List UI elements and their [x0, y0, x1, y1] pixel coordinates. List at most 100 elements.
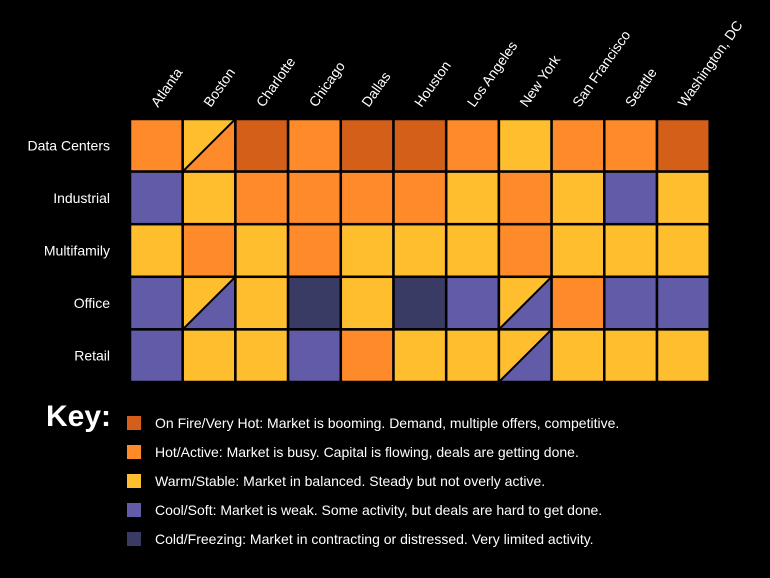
column-label-charlotte: Charlotte: [253, 54, 299, 110]
cell-diagonal: [498, 328, 553, 383]
column-label-los-angeles: Los Angeles: [464, 38, 521, 110]
cell-multifamily-san-francisco: [550, 222, 606, 279]
cell-fill: [235, 276, 289, 330]
cell-data-centers-new-york: [497, 117, 553, 173]
cell-fill: [288, 329, 341, 382]
legend-swatch: [127, 532, 141, 546]
cell-fill: [130, 171, 183, 225]
row-label-office: Office: [74, 295, 111, 311]
row-label-industrial: Industrial: [53, 190, 110, 206]
cell-industrial-washington-dc: [655, 170, 711, 226]
cell-multifamily-chicago: [286, 222, 343, 279]
legend-title: Key:: [46, 400, 112, 433]
cell-multifamily-boston: [181, 222, 237, 279]
cell-retail-seattle: [603, 328, 659, 384]
column-label-boston: Boston: [200, 65, 238, 110]
cell-industrial-houston: [392, 170, 448, 226]
cell-retail-chicago: [286, 328, 343, 384]
cell-multifamily-washington-dc: [655, 222, 711, 279]
cell-fill: [130, 276, 183, 330]
cell-fill: [498, 171, 552, 225]
cell-office-dallas: [339, 275, 395, 331]
column-label-houston: Houston: [411, 58, 454, 110]
cell-fill: [340, 224, 394, 277]
cell-fill: [604, 276, 657, 330]
cell-fill: [288, 171, 341, 225]
heatmap-chart: Atlanta Boston Charlotte Chicago Dallas Houst…: [28, 17, 746, 384]
cell-fill: [288, 224, 341, 277]
legend-item-hot: Hot/Active: Market is busy. Capital is f…: [127, 443, 579, 461]
cell-data-centers-washington-dc: [655, 117, 711, 173]
cell-fill: [446, 224, 499, 277]
row-labels: Data Centers Industrial Multifamily Office R…: [28, 137, 111, 363]
cell-industrial-atlanta: [128, 170, 184, 226]
cell-diagonal: [498, 276, 553, 331]
heatmap-cells: [128, 117, 711, 384]
cell-office-new-york: [497, 275, 553, 331]
cell-multifamily-atlanta: [128, 222, 184, 279]
cell-fill: [130, 119, 183, 172]
cell-fill: [340, 171, 394, 225]
cell-fill: [551, 224, 605, 277]
cell-data-centers-charlotte: [234, 117, 290, 173]
cell-fill: [446, 276, 499, 330]
cell-fill: [657, 329, 710, 382]
legend-label: Cold/Freezing: Market in contracting or …: [155, 531, 594, 547]
cell-fill: [551, 276, 605, 330]
cell-border: [655, 328, 711, 384]
cell-fill: [182, 171, 236, 225]
cell-fill: [130, 329, 183, 382]
cell-retail-charlotte: [234, 328, 290, 384]
legend-swatch: [127, 416, 141, 430]
cell-office-atlanta: [128, 275, 184, 331]
cell-industrial-los-angeles: [444, 170, 501, 226]
cell-retail-los-angeles: [444, 328, 501, 384]
legend-item-warm: Warm/Stable: Market in balanced. Steady …: [127, 472, 545, 490]
cell-fill: [235, 224, 289, 277]
cell-fill: [657, 171, 710, 225]
cell-data-centers-houston: [392, 117, 448, 173]
cell-fill: [498, 119, 552, 172]
cell-fill: [235, 329, 289, 382]
legend-item-on-fire: On Fire/Very Hot: Market is booming. Dem…: [127, 414, 619, 432]
legend-label: Warm/Stable: Market in balanced. Steady …: [155, 473, 546, 489]
cell-multifamily-charlotte: [234, 222, 290, 279]
cell-retail-new-york: [497, 328, 553, 384]
cell-fill: [288, 119, 341, 172]
column-label-washington-dc: Washington, DC: [674, 17, 745, 109]
cell-diagonal: [181, 276, 237, 331]
cell-fill: [446, 329, 499, 382]
cell-fill: [340, 329, 394, 382]
cell-data-centers-atlanta: [128, 117, 184, 173]
cell-fill: [393, 171, 447, 225]
cell-retail-atlanta: [128, 328, 184, 384]
cell-industrial-charlotte: [234, 170, 290, 226]
cell-fill: [393, 224, 447, 277]
legend-swatch: [127, 445, 141, 459]
cell-industrial-dallas: [339, 170, 395, 226]
cell-fill: [340, 276, 394, 330]
cell-multifamily-houston: [392, 222, 448, 279]
legend-label: Cool/Soft: Market is weak. Some activity…: [155, 502, 603, 518]
cell-fill: [604, 224, 657, 277]
cell-industrial-san-francisco: [550, 170, 606, 226]
cell-data-centers-san-francisco: [550, 117, 606, 173]
cell-industrial-chicago: [286, 170, 343, 226]
column-label-seattle: Seattle: [622, 65, 660, 110]
cell-data-centers-dallas: [339, 117, 395, 173]
cell-fill: [604, 329, 657, 382]
cell-retail-boston: [181, 328, 237, 384]
cell-fill: [393, 329, 447, 382]
cell-fill: [182, 329, 236, 382]
legend-item-cool: Cool/Soft: Market is weak. Some activity…: [127, 501, 602, 519]
cell-office-san-francisco: [550, 275, 606, 331]
cell-fill: [182, 224, 236, 277]
cell-fill: [340, 119, 394, 172]
cell-fill: [288, 276, 341, 330]
legend-swatch: [127, 503, 141, 517]
cell-fill: [393, 276, 447, 330]
column-labels: Atlanta Boston Charlotte Chicago Dallas Houst…: [147, 17, 745, 109]
cell-fill: [604, 171, 657, 225]
cell-fill: [604, 119, 657, 172]
cell-fill: [551, 329, 605, 382]
